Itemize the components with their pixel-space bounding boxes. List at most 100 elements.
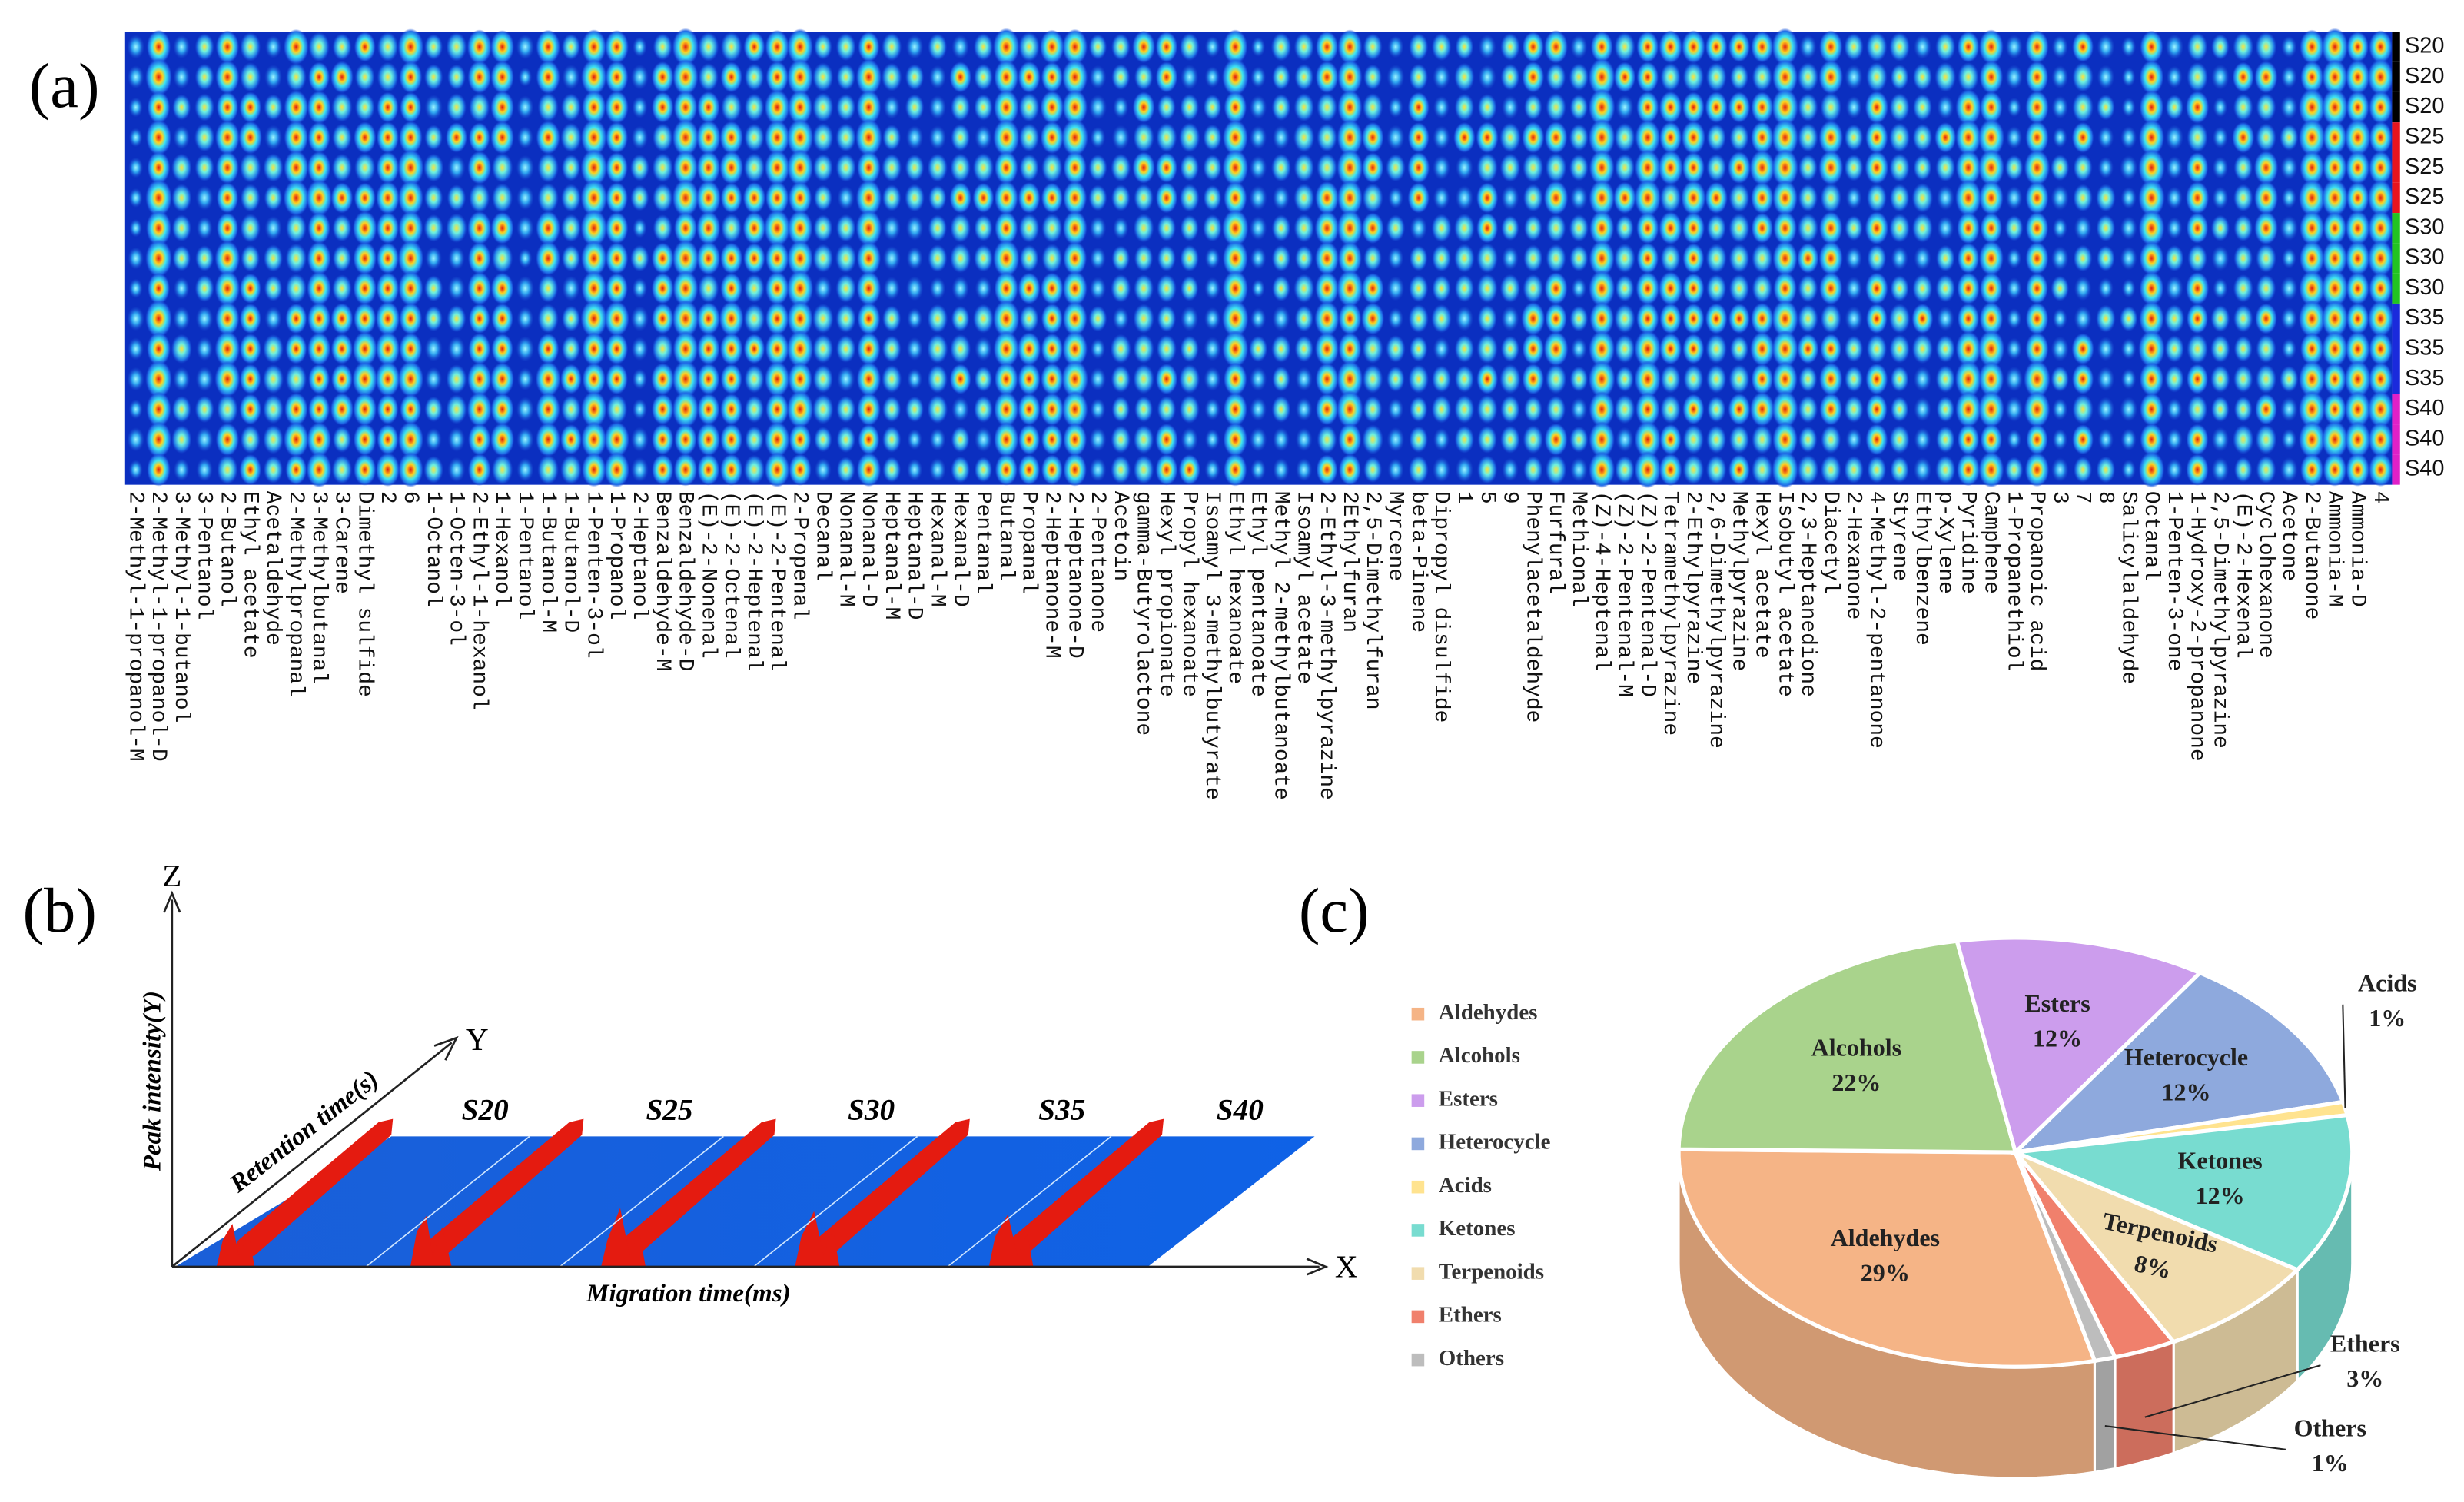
heatmap-spot [1272, 366, 1290, 392]
heatmap-spot [1728, 274, 1750, 303]
heatmap-spot [2097, 156, 2114, 179]
heatmap-spot [1454, 62, 1475, 91]
heatmap-spot [2071, 121, 2094, 154]
heatmap-spot [1659, 91, 1682, 124]
heatmap-spot [1955, 390, 1981, 428]
legend-label: Alcohols [1439, 1043, 1520, 1068]
heatmap-spot [1155, 31, 1178, 63]
heatmap-spot [2051, 95, 2069, 119]
column-label: 3-Pentanol [192, 491, 216, 620]
heatmap-spot [1062, 331, 1088, 367]
column-label: 1 [1452, 491, 1476, 504]
column-label: 9 [1498, 491, 1522, 504]
heatmap-spot [2052, 217, 2068, 239]
heatmap-spot [993, 118, 1020, 157]
heatmap-spot [1798, 426, 1818, 453]
heatmap-spot [764, 452, 790, 487]
heatmap-spot [2025, 30, 2049, 64]
column-label: 2-Propenal [788, 491, 812, 620]
heatmap-spot [2322, 59, 2348, 95]
heatmap-spot [1636, 61, 1659, 93]
column-label: 2Ethylfuran [1337, 491, 1361, 633]
heatmap-spot [836, 93, 856, 121]
heatmap-spot [425, 427, 442, 451]
heatmap-spot [2187, 122, 2208, 153]
heatmap-spot [1523, 94, 1542, 121]
heatmap-spot [1089, 65, 1107, 89]
heatmap-spot [1616, 366, 1634, 393]
heatmap-spot [2300, 61, 2324, 94]
heatmap-spot [1409, 245, 1428, 271]
heatmap-spot [2096, 214, 2116, 242]
heatmap-spot [1362, 183, 1383, 213]
heatmap-spot [468, 303, 490, 334]
column-label: 2,6-Dimethylpyrazine [1704, 491, 1728, 749]
heatmap-spot [1041, 152, 1063, 183]
heatmap-spot [1224, 453, 1247, 487]
heatmap-spot [1613, 61, 1636, 93]
heatmap-spot [1705, 243, 1727, 274]
heatmap-spot [1111, 425, 1131, 454]
heatmap-spot [537, 454, 559, 485]
heatmap-spot [330, 303, 354, 334]
heatmap-spot [696, 151, 721, 184]
column-label: 3-Methylbutanal [307, 491, 330, 684]
heatmap-spot [1682, 243, 1705, 274]
heatmap-spot [560, 122, 582, 153]
column-label: 2-Methyl-1-propanol-D [146, 491, 170, 762]
heatmap-spot [1132, 91, 1155, 123]
heatmap-spot [1889, 32, 1911, 62]
row-label: S20 [2405, 34, 2445, 58]
heatmap-spot [630, 184, 649, 211]
heatmap-spot [2256, 123, 2276, 152]
heatmap-spot [2321, 28, 2349, 66]
heatmap-spot [491, 303, 513, 334]
heatmap-spot [1407, 182, 1430, 214]
heatmap-spot [786, 390, 814, 428]
heatmap-spot [399, 61, 423, 94]
heatmap-spot [974, 63, 993, 91]
heatmap-spot [1111, 365, 1131, 394]
heatmap-spot [2096, 304, 2116, 333]
heatmap-spot [1017, 332, 1041, 366]
heatmap-spot [2344, 390, 2371, 428]
heatmap-spot [214, 241, 241, 277]
heatmap-spot [1798, 274, 1818, 303]
heatmap-spot [447, 336, 466, 361]
heatmap-spot [2074, 306, 2092, 331]
heatmap-spot [1293, 183, 1315, 213]
heatmap-spot [377, 91, 399, 123]
heatmap-spot [2140, 30, 2163, 64]
heatmap-spot [446, 213, 467, 244]
heatmap-spot [836, 457, 855, 483]
column-label: Furfural [1543, 491, 1567, 594]
heatmap-spot [1250, 397, 1267, 421]
legend-label: Others [1439, 1346, 1504, 1371]
heatmap-spot [1224, 181, 1247, 214]
pie-side [2093, 1355, 2117, 1474]
column-label: Ethyl acetate [237, 491, 261, 659]
heatmap-spot [1204, 36, 1220, 58]
heatmap-spot [2367, 58, 2394, 96]
legend-label: Aldehydes [1439, 1000, 1538, 1025]
heatmap-spot [696, 241, 721, 275]
heatmap-spot [307, 422, 332, 457]
heatmap-spot [195, 306, 214, 331]
heatmap-spot [1223, 29, 1248, 65]
heatmap-spot [1088, 305, 1107, 332]
heatmap-spot [1818, 59, 1844, 95]
heatmap-spot [633, 218, 647, 238]
heatmap-spot [2300, 332, 2324, 366]
heatmap-spot [1501, 184, 1519, 211]
heatmap-spot [696, 120, 721, 155]
heatmap-spot [764, 89, 790, 125]
column-label: beta-Pinene [1406, 491, 1430, 633]
heatmap-spot [2052, 398, 2068, 420]
heatmap-spot [490, 60, 514, 94]
heatmap-spot [1272, 125, 1290, 150]
heatmap-spot [2281, 35, 2297, 58]
heatmap-spot [2166, 427, 2183, 451]
heatmap-spot [765, 29, 789, 65]
heatmap-spot [1751, 31, 1774, 63]
heatmap-spot [1614, 122, 1635, 152]
